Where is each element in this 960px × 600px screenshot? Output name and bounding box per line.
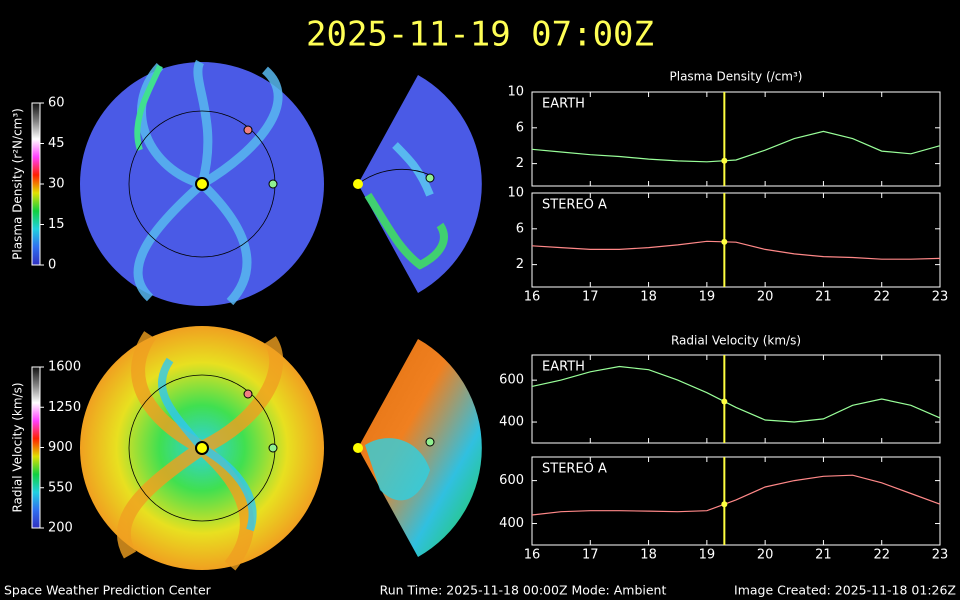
x-tick-label: 19 [699, 290, 716, 305]
series-line [531, 365, 941, 423]
colorbar-tick-label: 550 [48, 480, 73, 495]
colorbar-label: Plasma Density (r²N/cm³) [11, 108, 25, 260]
x-tick-label: 23 [932, 290, 949, 305]
panel-title: Radial Velocity (km/s) [671, 334, 801, 348]
colorbar-tick-label: 900 [48, 440, 73, 455]
series-label: EARTH [542, 360, 585, 375]
colorbar-tick-label: 15 [48, 217, 65, 232]
density-disc [80, 59, 324, 306]
x-tick-label: 18 [640, 548, 657, 563]
plot-frame [531, 91, 941, 187]
density-wedge [353, 75, 482, 293]
velocity-wedge [353, 339, 482, 557]
footer-right: Image Created: 2025-11-18 01:26Z [734, 583, 956, 598]
colorbar-tick-label: 30 [48, 177, 65, 192]
y-tick-label: 10 [507, 85, 524, 100]
y-tick-label: 600 [499, 373, 524, 388]
footer-left: Space Weather Prediction Center [4, 583, 212, 598]
cursor-dot [721, 157, 728, 164]
plot-frame [531, 192, 941, 288]
colorbar [31, 366, 41, 529]
cursor-dot [721, 238, 728, 245]
x-tick-label: 21 [815, 548, 832, 563]
x-tick-label: 18 [640, 290, 657, 305]
y-tick-label: 600 [499, 473, 524, 488]
x-tick-label: 21 [815, 290, 832, 305]
y-tick-label: 6 [516, 221, 524, 236]
series-label: STEREO A [542, 198, 607, 213]
colorbar-tick-label: 60 [48, 96, 65, 111]
x-tick-label: 22 [873, 290, 890, 305]
colorbar-tick-label: 1250 [48, 400, 81, 415]
series-line [531, 130, 941, 163]
velocity-disc [80, 326, 324, 571]
colorbar-tick-label: 45 [48, 136, 65, 151]
x-tick-label: 20 [757, 290, 774, 305]
y-tick-label: 10 [507, 186, 524, 201]
y-tick-label: 2 [516, 257, 524, 272]
colorbar-label: Radial Velocity (km/s) [11, 382, 25, 512]
colorbar [31, 102, 41, 266]
plot-frame [531, 456, 941, 546]
x-tick-label: 16 [524, 548, 541, 563]
x-tick-label: 16 [524, 290, 541, 305]
x-tick-label: 17 [582, 548, 599, 563]
cursor-dot [721, 398, 728, 405]
y-tick-label: 400 [499, 516, 524, 531]
series-line [531, 240, 941, 260]
x-tick-label: 20 [757, 548, 774, 563]
x-tick-label: 23 [932, 548, 949, 563]
y-tick-label: 400 [499, 415, 524, 430]
footer-center: Run Time: 2025-11-18 00:00Z Mode: Ambien… [380, 583, 667, 598]
panel-title: Plasma Density (/cm³) [670, 70, 803, 84]
series-line [531, 474, 941, 516]
y-tick-label: 2 [516, 156, 524, 171]
y-tick-label: 6 [516, 120, 524, 135]
x-tick-label: 19 [699, 548, 716, 563]
x-tick-label: 17 [582, 290, 599, 305]
colorbar-tick-label: 1600 [48, 360, 81, 375]
x-tick-label: 22 [873, 548, 890, 563]
series-label: STEREO A [542, 462, 607, 477]
series-label: EARTH [542, 97, 585, 112]
colorbar-tick-label: 200 [48, 521, 73, 536]
plot-frame [531, 354, 941, 444]
cursor-dot [721, 501, 728, 508]
colorbar-tick-label: 0 [48, 258, 56, 273]
page-title: 2025-11-19 07:00Z [306, 15, 654, 55]
